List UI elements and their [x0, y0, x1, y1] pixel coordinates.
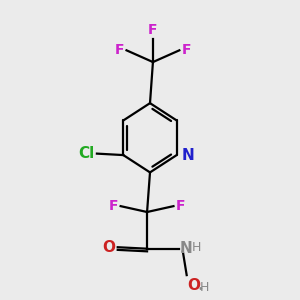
Text: O: O	[188, 278, 201, 293]
Text: N: N	[180, 241, 193, 256]
Text: F: F	[115, 43, 124, 57]
Text: H: H	[192, 241, 201, 254]
Text: F: F	[176, 199, 185, 213]
Text: O: O	[102, 240, 116, 255]
Text: Cl: Cl	[78, 146, 94, 161]
Text: F: F	[148, 23, 158, 37]
Text: •: •	[198, 284, 204, 294]
Text: F: F	[109, 199, 118, 213]
Text: F: F	[182, 43, 191, 57]
Text: N: N	[182, 148, 195, 163]
Text: H: H	[200, 281, 209, 294]
